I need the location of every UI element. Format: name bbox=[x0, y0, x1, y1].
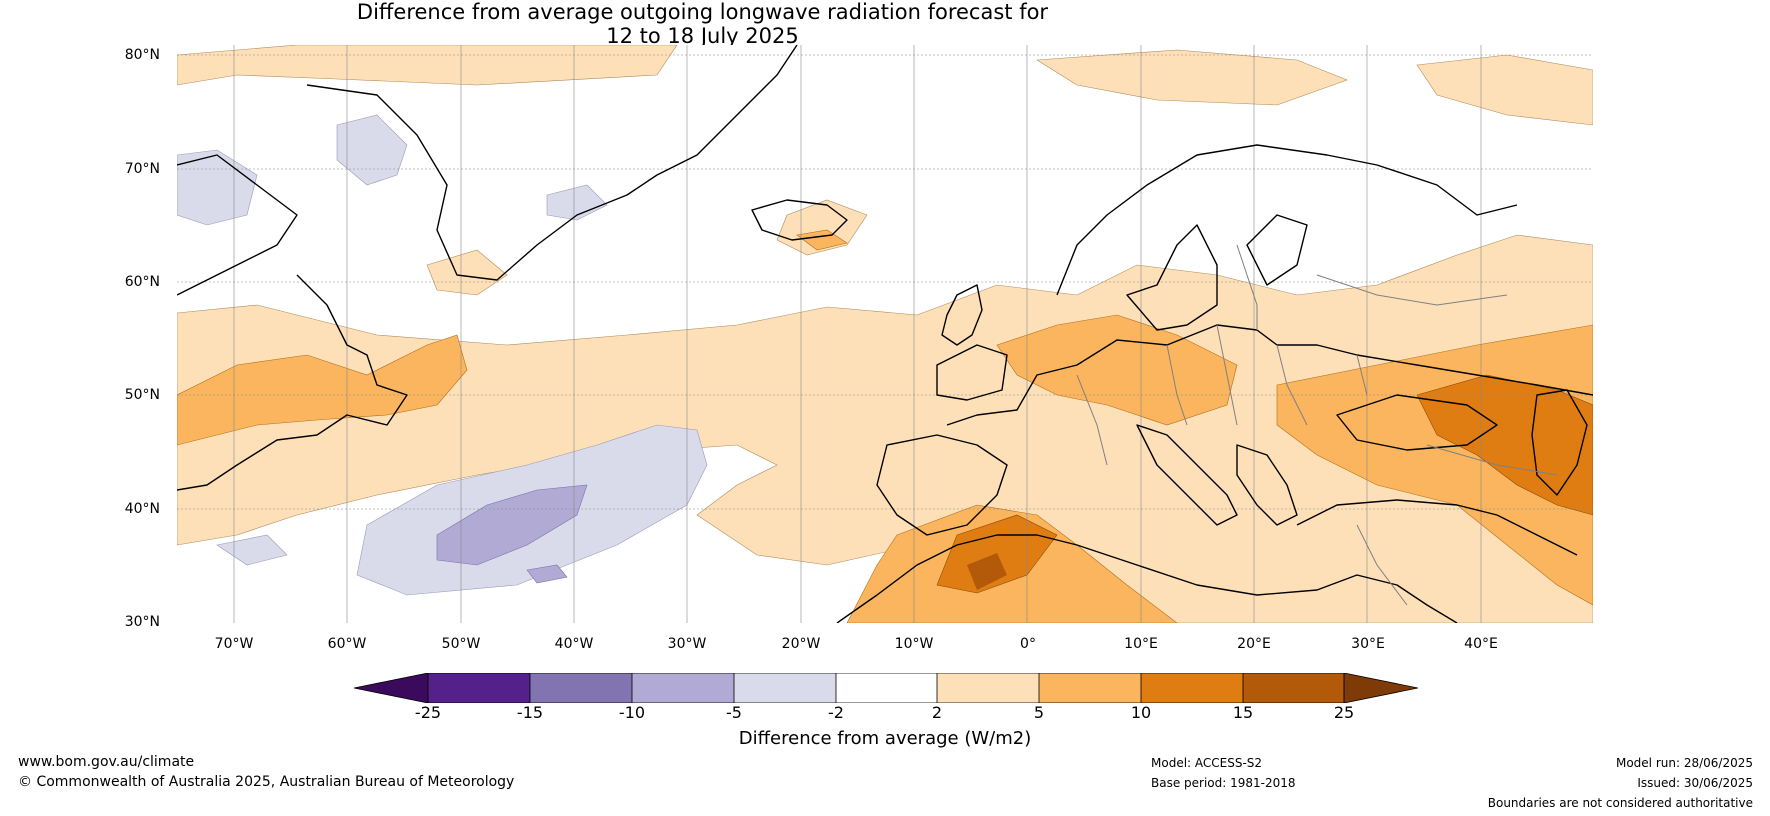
colorbar-below-min bbox=[354, 673, 429, 703]
lon-label-10w: 10°W bbox=[894, 636, 934, 652]
copyright-text: © Commonwealth of Australia 2025, Austra… bbox=[18, 774, 515, 790]
colorbar-segment-neg2-2 bbox=[836, 673, 937, 703]
colorbar-segment-neg10-neg5 bbox=[632, 673, 734, 703]
anomaly-neg10-neg5-regions bbox=[436, 484, 588, 584]
colorbar-tick: 2 bbox=[931, 703, 943, 722]
lon-label-60w: 60°W bbox=[327, 636, 367, 652]
lon-label-30w: 30°W bbox=[667, 636, 707, 652]
title-line-2: 12 to 18 July 2025 bbox=[606, 24, 799, 48]
colorbar-segment-neg15-neg10 bbox=[530, 673, 632, 703]
anomaly-15-25-regions bbox=[967, 553, 1007, 590]
colorbar-segment-10-15 bbox=[1141, 673, 1243, 703]
lon-label-20e: 20°E bbox=[1237, 636, 1271, 652]
national-boundaries bbox=[1076, 244, 1558, 606]
colorbar-segment-neg25-neg15 bbox=[428, 673, 530, 703]
colorbar-tick: -15 bbox=[516, 703, 544, 722]
colorbar-tick: 10 bbox=[1130, 703, 1152, 722]
issued-text: Issued: 30/06/2025 bbox=[1637, 776, 1753, 790]
colorbar-tick: -5 bbox=[726, 703, 742, 722]
base-period-text: Base period: 1981-2018 bbox=[1151, 776, 1296, 790]
website-text: www.bom.gov.au/climate bbox=[18, 754, 195, 770]
lon-label-30e: 30°E bbox=[1351, 636, 1385, 652]
model-run-text: Model run: 28/06/2025 bbox=[1615, 756, 1753, 770]
lon-label-20w: 20°W bbox=[781, 636, 821, 652]
colorbar-tick: 25 bbox=[1333, 703, 1355, 722]
lat-label-40n: 40°N bbox=[124, 501, 160, 517]
lon-label-0: 0° bbox=[1020, 636, 1036, 652]
olr-anomaly-map bbox=[177, 45, 1593, 623]
lat-label-30n: 30°N bbox=[124, 614, 160, 630]
map-canvas bbox=[177, 45, 1593, 623]
lat-label-80n: 80°N bbox=[124, 47, 160, 63]
colorbar-segment-neg5-neg2 bbox=[734, 673, 836, 703]
lon-label-40e: 40°E bbox=[1464, 636, 1498, 652]
colorbar-segment-15-25 bbox=[1243, 673, 1344, 703]
colorbar bbox=[354, 673, 1418, 703]
model-text: Model: ACCESS-S2 bbox=[1151, 756, 1263, 770]
colorbar-above-max bbox=[1343, 673, 1418, 703]
title-line-1: Difference from average outgoing longwav… bbox=[356, 0, 1049, 24]
colorbar-segment-2-5 bbox=[937, 673, 1039, 703]
lat-label-60n: 60°N bbox=[124, 274, 160, 290]
coastlines bbox=[177, 45, 1593, 623]
colorbar-tick: 5 bbox=[1033, 703, 1045, 722]
lon-label-50w: 50°W bbox=[441, 636, 481, 652]
colorbar-tick: 15 bbox=[1232, 703, 1254, 722]
disclaimer-text: Boundaries are not considered authoritat… bbox=[1487, 796, 1753, 810]
lon-label-40w: 40°W bbox=[554, 636, 594, 652]
colorbar-tick: -10 bbox=[618, 703, 646, 722]
lat-label-70n: 70°N bbox=[124, 161, 160, 177]
lat-label-50n: 50°N bbox=[124, 387, 160, 403]
lon-label-10e: 10°E bbox=[1124, 636, 1158, 652]
colorbar-tick: -25 bbox=[414, 703, 442, 722]
colorbar-tick: -2 bbox=[828, 703, 844, 722]
colorbar-segment-5-10 bbox=[1039, 673, 1141, 703]
graticule bbox=[177, 45, 1593, 623]
colorbar-label: Difference from average (W/m2) bbox=[738, 728, 1032, 749]
lon-label-70w: 70°W bbox=[214, 636, 254, 652]
map-title: Difference from average outgoing longwav… bbox=[0, 0, 1405, 48]
